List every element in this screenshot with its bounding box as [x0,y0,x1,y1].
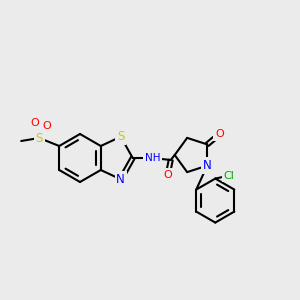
Text: O: O [163,170,172,180]
Text: O: O [31,118,40,128]
Text: NH: NH [145,153,161,163]
Text: Cl: Cl [224,171,235,181]
Text: S: S [35,131,43,145]
Text: N: N [203,159,212,172]
Text: O: O [43,121,52,131]
Text: S: S [117,130,124,143]
Text: O: O [215,129,224,140]
Text: N: N [116,173,125,186]
